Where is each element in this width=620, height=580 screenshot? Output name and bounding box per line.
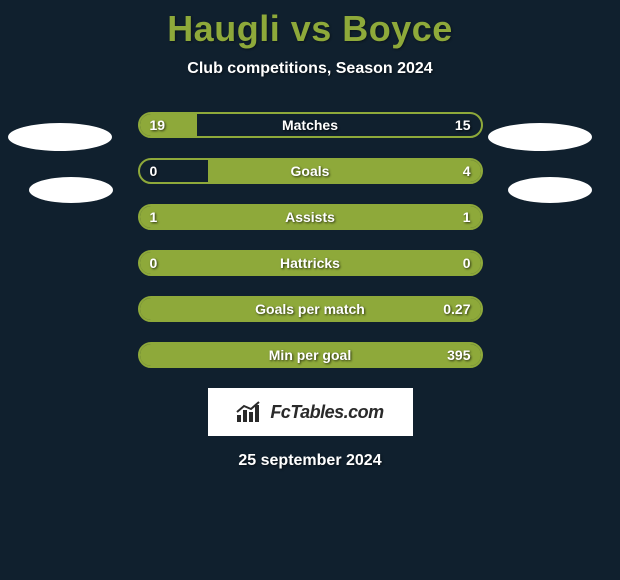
- subtitle: Club competitions, Season 2024: [0, 60, 620, 78]
- stat-label: Matches: [140, 114, 481, 136]
- stat-row: 0Hattricks0: [138, 250, 483, 276]
- logo-box[interactable]: FcTables.com: [208, 388, 413, 436]
- page-title: Haugli vs Boyce: [0, 8, 620, 50]
- bars-icon: [236, 401, 264, 423]
- stat-value-right: 1: [463, 206, 471, 228]
- stat-value-right: 0: [463, 252, 471, 274]
- stat-value-right: 395: [447, 344, 470, 366]
- logo-text: FcTables.com: [270, 402, 383, 423]
- stats-region: 19Matches150Goals41Assists10Hattricks0Go…: [0, 112, 620, 368]
- stat-label: Goals per match: [140, 298, 481, 320]
- stat-row: 19Matches15: [138, 112, 483, 138]
- stat-row: 1Assists1: [138, 204, 483, 230]
- stat-value-right: 15: [455, 114, 471, 136]
- stat-value-right: 4: [463, 160, 471, 182]
- stat-row: 0Goals4: [138, 158, 483, 184]
- stat-row: Min per goal395: [138, 342, 483, 368]
- stat-row: Goals per match0.27: [138, 296, 483, 322]
- stat-label: Hattricks: [140, 252, 481, 274]
- stat-label: Assists: [140, 206, 481, 228]
- stat-value-right: 0.27: [443, 298, 470, 320]
- date-label: 25 september 2024: [0, 452, 620, 470]
- stat-label: Goals: [140, 160, 481, 182]
- stat-label: Min per goal: [140, 344, 481, 366]
